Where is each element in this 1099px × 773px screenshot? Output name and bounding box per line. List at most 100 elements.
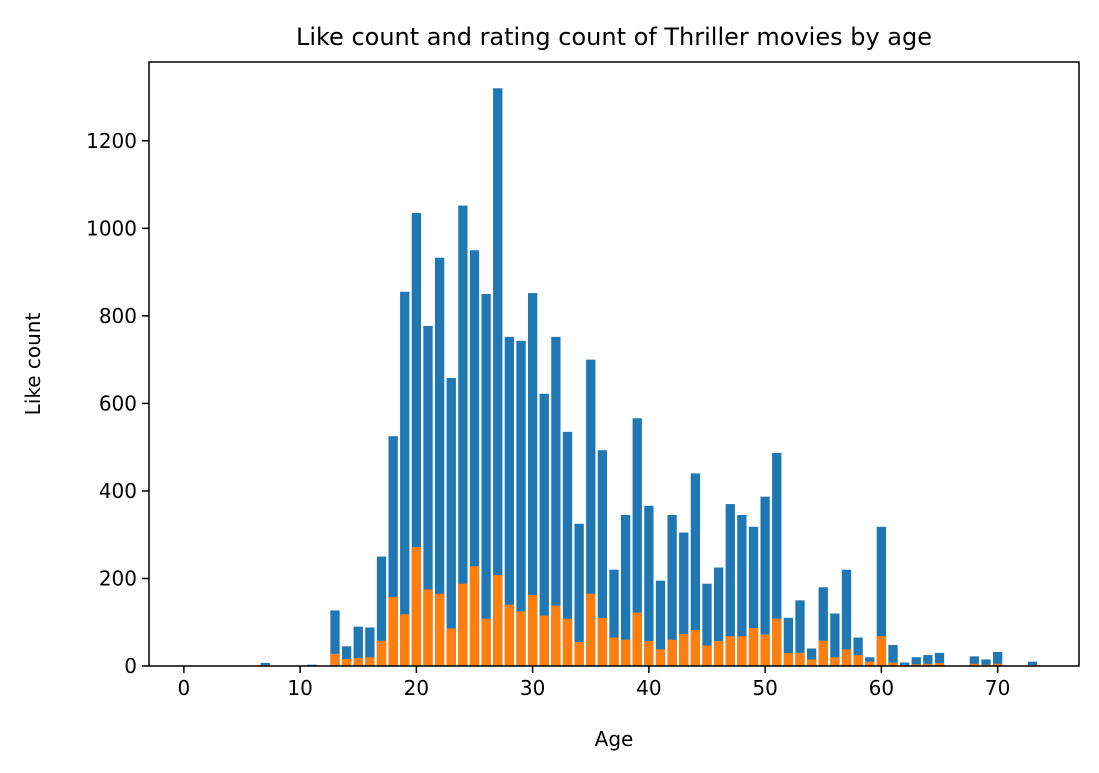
bar-series2-age-21 (423, 589, 433, 666)
bar-series1-age-41 (655, 580, 666, 666)
bar-series1-age-31 (539, 393, 549, 666)
bar-series1-age-69 (981, 659, 991, 666)
bar-series2-age-19 (400, 614, 410, 666)
bar-series1-age-35 (586, 359, 596, 666)
bar-series2-age-45 (702, 645, 712, 666)
bar-series2-age-25 (469, 566, 480, 666)
bar-series1-age-38 (620, 515, 631, 666)
bar-series2-age-70 (992, 663, 1003, 666)
bar-series2-age-65 (934, 662, 945, 666)
bar-series1-age-62 (899, 662, 910, 666)
bar-series1-age-51 (772, 452, 782, 666)
bar-series2-age-68 (969, 663, 980, 666)
bars-layer (179, 88, 1038, 667)
bar-series2-age-16 (365, 657, 375, 666)
bar-series1-age-56 (830, 613, 840, 666)
bar-series2-age-33 (562, 618, 573, 666)
bar-series2-age-30 (527, 595, 538, 666)
bar-series1-age-73 (1027, 661, 1038, 666)
bar-series1-age-50 (760, 496, 770, 666)
bar-series1-age-63 (911, 657, 921, 666)
bar-series2-age-27 (493, 574, 503, 666)
bar-series1-age-15 (353, 626, 363, 666)
bar-series2-age-32 (551, 605, 561, 666)
plot-frame (148, 61, 1080, 667)
bar-series1-age-43 (679, 532, 689, 666)
bar-series1-age-42 (667, 515, 677, 666)
bar-series1-age-21 (423, 325, 433, 666)
y-tick-label: 400 (99, 479, 137, 503)
bar-series1-age-36 (597, 450, 608, 666)
bar-series2-age-37 (609, 637, 619, 666)
x-axis-ticks: 0 10 20 30 40 50 60 70 (178, 666, 1010, 700)
y-tick-label: 1200 (86, 129, 137, 153)
y-tick-label: 1000 (86, 216, 137, 240)
bar-series2-age-24 (458, 583, 468, 666)
bar-series2-age-57 (841, 649, 852, 666)
bar-series1-age-49 (748, 526, 759, 666)
bar-series2-age-58 (853, 655, 863, 666)
bar-series2-age-55 (818, 640, 828, 666)
x-tick-label: 70 (985, 676, 1010, 700)
x-tick-label: 20 (404, 676, 429, 700)
bar-series2-age-20 (411, 546, 422, 666)
bar-series1-age-57 (841, 569, 852, 666)
x-tick-label: 40 (636, 676, 661, 700)
bar-series1-age-30 (527, 293, 538, 666)
bar-series2-age-31 (539, 615, 549, 666)
x-axis-label: Age (595, 727, 634, 751)
bar-series1-age-32 (551, 336, 561, 666)
y-axis-label: Like count (21, 313, 45, 416)
bar-series2-age-28 (504, 604, 515, 666)
bar-series2-age-47 (725, 636, 735, 666)
y-tick-label: 200 (99, 566, 137, 590)
bar-series1-age-55 (818, 587, 828, 666)
bar-series1-age-13 (330, 610, 340, 666)
bar-series1-age-27 (493, 88, 503, 667)
bar-series1-age-14 (341, 646, 352, 666)
bar-series2-age-50 (760, 634, 770, 666)
bar-series2-age-15 (353, 658, 363, 666)
x-tick-label: 50 (752, 676, 777, 700)
bar-series2-age-49 (748, 627, 759, 666)
y-axis-ticks: 0 200 400 600 800 1000 1200 (86, 129, 149, 678)
bar-series2-age-43 (679, 634, 689, 666)
bar-series1-age-68 (969, 656, 980, 666)
bar-series2-age-52 (783, 652, 794, 666)
y-tick-label: 0 (124, 654, 137, 678)
bar-series2-age-14 (341, 658, 352, 666)
bar-series2-age-48 (737, 636, 747, 666)
bar-series2-age-42 (667, 639, 677, 666)
bar-series1-age-70 (992, 651, 1003, 666)
bar-series1-age-60 (876, 526, 887, 666)
chart-title: Like count and rating count of Thriller … (296, 23, 932, 51)
bar-series2-age-23 (446, 628, 456, 666)
bar-series1-age-37 (609, 569, 619, 666)
bar-series2-age-44 (690, 630, 701, 666)
bar-series1-age-16 (365, 627, 375, 666)
bar-series1-age-19 (400, 291, 410, 666)
x-tick-label: 0 (178, 676, 191, 700)
bar-series1-age-29 (516, 340, 526, 666)
bar-series1-age-28 (504, 336, 515, 666)
bar-series2-age-56 (830, 657, 840, 666)
bar-series2-age-51 (772, 618, 782, 666)
bar-series2-age-54 (806, 659, 817, 666)
bar-series2-age-34 (574, 641, 584, 666)
bar-series1-age-23 (446, 378, 456, 666)
bar-series1-age-18 (388, 436, 398, 666)
bar-series1-age-58 (853, 637, 863, 666)
y-tick-label: 800 (99, 304, 137, 328)
bar-series2-age-60 (876, 636, 887, 666)
bar-series2-age-63 (911, 664, 921, 666)
bar-series1-age-24 (458, 205, 468, 666)
bar-series2-age-35 (586, 593, 596, 666)
bar-series2-age-17 (376, 640, 387, 666)
bar-series1-age-20 (411, 213, 422, 666)
bar-series1-age-40 (644, 505, 654, 666)
bar-series1-age-45 (702, 583, 712, 666)
bar-series1-age-54 (806, 648, 817, 666)
bar-series2-age-41 (655, 649, 666, 666)
bar-series1-age-64 (923, 655, 933, 666)
